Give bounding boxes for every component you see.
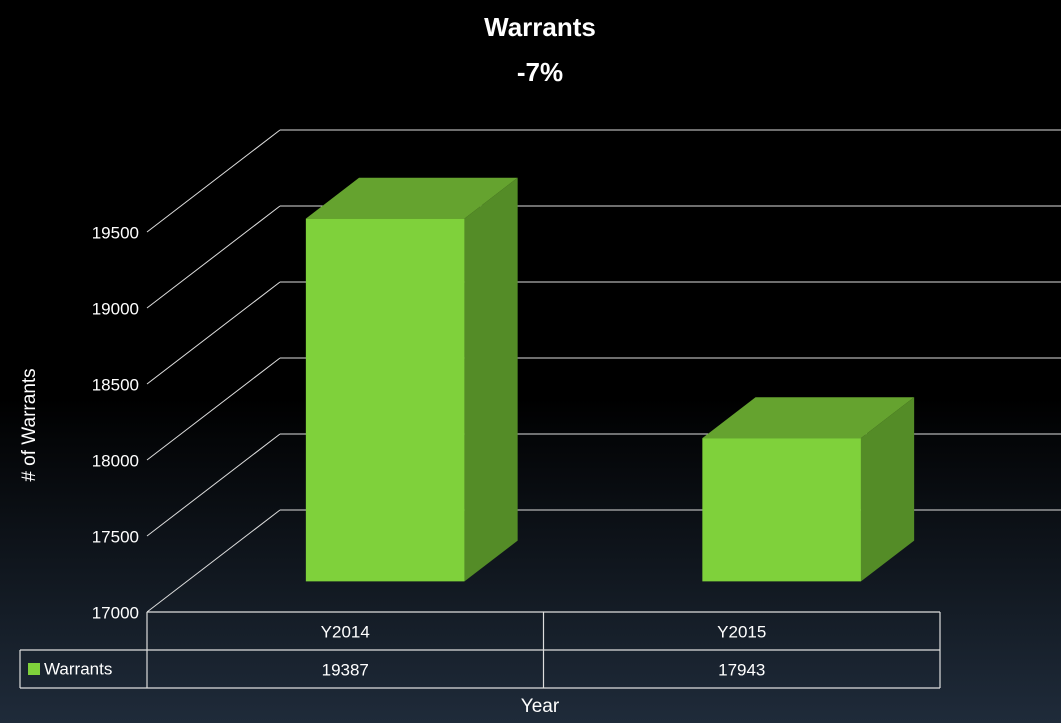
chart-title: Warrants (484, 12, 596, 42)
grid-line (146, 205, 281, 309)
y-tick-label: 19000 (92, 299, 139, 318)
grid-line (146, 129, 281, 233)
bar-front (702, 438, 861, 582)
x-tick-label: Y2014 (321, 622, 370, 641)
grid-line (146, 281, 281, 385)
data-label: 19387 (322, 660, 369, 679)
y-tick-label: 17000 (92, 603, 139, 622)
bar-front (305, 218, 465, 582)
bar-side (860, 397, 915, 582)
bar (305, 177, 518, 582)
grid-line (146, 357, 281, 461)
y-tick-label: 18000 (92, 451, 139, 470)
data-label: 17943 (718, 660, 765, 679)
chart-subtitle: -7% (517, 57, 563, 87)
bar-side (464, 177, 518, 582)
grid-line (146, 433, 281, 537)
legend-label: Warrants (44, 659, 112, 678)
grid-line (146, 509, 281, 613)
bar (702, 397, 915, 582)
bar-top (305, 177, 518, 219)
y-tick-label: 19500 (92, 223, 139, 242)
y-tick-label: 17500 (92, 527, 139, 546)
y-tick-label: 18500 (92, 375, 139, 394)
bar-top (702, 397, 915, 439)
y-axis-label: # of Warrants (19, 368, 40, 481)
x-tick-label: Y2015 (717, 622, 766, 641)
legend-swatch (28, 663, 40, 675)
x-axis-label: Year (521, 696, 560, 717)
